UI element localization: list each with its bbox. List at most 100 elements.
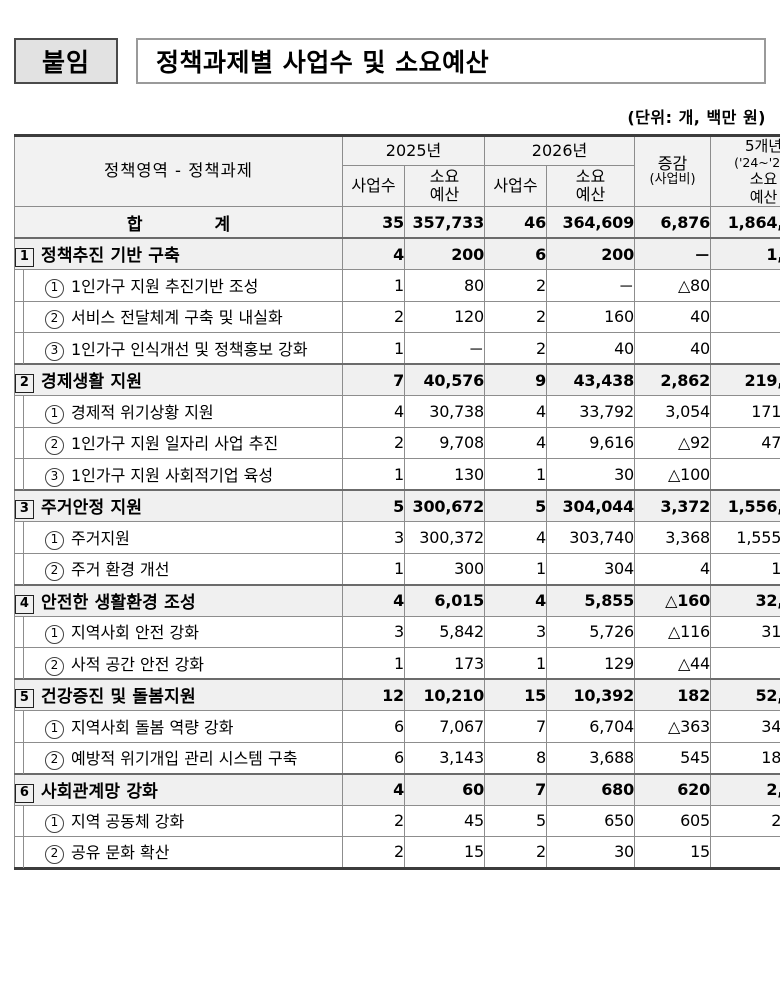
cell-five-year: 1,512 xyxy=(711,553,780,585)
item-number-icon: 1 xyxy=(45,279,64,298)
section-number-icon: 4 xyxy=(15,595,34,614)
cell-count-2026: 4 xyxy=(485,396,547,428)
cell-delta: △92 xyxy=(635,427,711,459)
cell-five-year: 52,429 xyxy=(711,679,780,711)
cell-delta: △160 xyxy=(635,585,711,617)
cell-count-2026: 3 xyxy=(485,616,547,648)
cell-five-year: 1,100 xyxy=(711,238,780,270)
cell-budget-2025: 15 xyxy=(405,837,485,869)
total-delta: 6,876 xyxy=(635,207,711,239)
cell-count-2025: 1 xyxy=(343,553,405,585)
cell-delta: 182 xyxy=(635,679,711,711)
cell-delta: 15 xyxy=(635,837,711,869)
cell-budget-2025: 9,708 xyxy=(405,427,485,459)
cell-budget-2026: 304 xyxy=(547,553,635,585)
cell-five-year: 1,555,283 xyxy=(711,522,780,554)
section-number-icon: 6 xyxy=(15,784,34,803)
cell-five-year: 18,076 xyxy=(711,742,780,774)
cell-five-year: 120 xyxy=(711,333,780,365)
cell-count-2025: 5 xyxy=(343,490,405,522)
cell-count-2025: 1 xyxy=(343,333,405,365)
item-number-icon: 3 xyxy=(45,468,64,487)
cell-budget-2025: 3,143 xyxy=(405,742,485,774)
cell-delta: 3,054 xyxy=(635,396,711,428)
total-five-year: 1,864,423 xyxy=(711,207,780,239)
cell-count-2026: 8 xyxy=(485,742,547,774)
cell-five-year: 331 xyxy=(711,459,780,491)
row-label: 예방적 위기개입 관리 시스템 구축 xyxy=(71,749,297,768)
row-label: 주거안정 지원 xyxy=(41,498,142,518)
cell-five-year: 171,578 xyxy=(711,396,780,428)
cell-count-2025: 4 xyxy=(343,396,405,428)
cell-count-2025: 2 xyxy=(343,301,405,333)
cell-delta: 40 xyxy=(635,333,711,365)
cell-budget-2025: 80 xyxy=(405,270,485,302)
header-2025-count: 사업수 xyxy=(343,166,405,207)
cell-count-2025: 4 xyxy=(343,238,405,270)
header-five-year-line1: 5개년 xyxy=(711,137,780,155)
cell-budget-2026: 3,688 xyxy=(547,742,635,774)
row-label: 안전한 생활환경 조성 xyxy=(41,593,196,613)
cell-delta: 605 xyxy=(635,805,711,837)
attachment-badge: 붙임 xyxy=(14,38,118,84)
cell-count-2025: 7 xyxy=(343,364,405,396)
item-number-icon: 1 xyxy=(45,814,64,833)
row-label: 정책추진 기반 구축 xyxy=(41,246,180,266)
cell-delta: △100 xyxy=(635,459,711,491)
row-label-cell: 2 사적 공간 안전 강화 xyxy=(15,648,343,680)
cell-delta: 4 xyxy=(635,553,711,585)
cell-budget-2026: 304,044 xyxy=(547,490,635,522)
cell-count-2026: 4 xyxy=(485,427,547,459)
row-label: 1인가구 인식개선 및 정책홍보 강화 xyxy=(71,340,308,359)
row-label: 1인가구 지원 일자리 사업 추진 xyxy=(71,434,278,453)
header-2025-budget: 소요 예산 xyxy=(405,166,485,207)
cell-budget-2025: 300,672 xyxy=(405,490,485,522)
cell-budget-2026: 10,392 xyxy=(547,679,635,711)
cell-count-2026: 2 xyxy=(485,301,547,333)
row-label: 사적 공간 안전 강화 xyxy=(71,655,204,674)
cell-count-2025: 6 xyxy=(343,711,405,743)
cell-count-2026: 2 xyxy=(485,333,547,365)
cell-budget-2025: 7,067 xyxy=(405,711,485,743)
cell-budget-2026: 6,704 xyxy=(547,711,635,743)
cell-delta: △44 xyxy=(635,648,711,680)
cell-budget-2026: 30 xyxy=(547,459,635,491)
cell-five-year: 219,895 xyxy=(711,364,780,396)
cell-count-2025: 3 xyxy=(343,522,405,554)
cell-budget-2026: 40 xyxy=(547,333,635,365)
title-row: 붙임 정책과제별 사업수 및 소요예산 xyxy=(14,38,766,84)
cell-count-2026: 1 xyxy=(485,648,547,680)
cell-five-year: 1,556,795 xyxy=(711,490,780,522)
cell-count-2026: 4 xyxy=(485,522,547,554)
cell-five-year: 120 xyxy=(711,837,780,869)
item-number-icon: 2 xyxy=(45,657,64,676)
cell-budget-2026: 129 xyxy=(547,648,635,680)
total-budget-2026: 364,609 xyxy=(547,207,635,239)
header-2026-budget-line1: 소요 xyxy=(547,168,634,186)
header-2025-budget-line2: 예산 xyxy=(405,186,484,204)
cell-delta: 3,372 xyxy=(635,490,711,522)
cell-five-year: 800 xyxy=(711,301,780,333)
row-label: 공유 문화 확산 xyxy=(71,843,170,862)
cell-five-year: 710 xyxy=(711,648,780,680)
